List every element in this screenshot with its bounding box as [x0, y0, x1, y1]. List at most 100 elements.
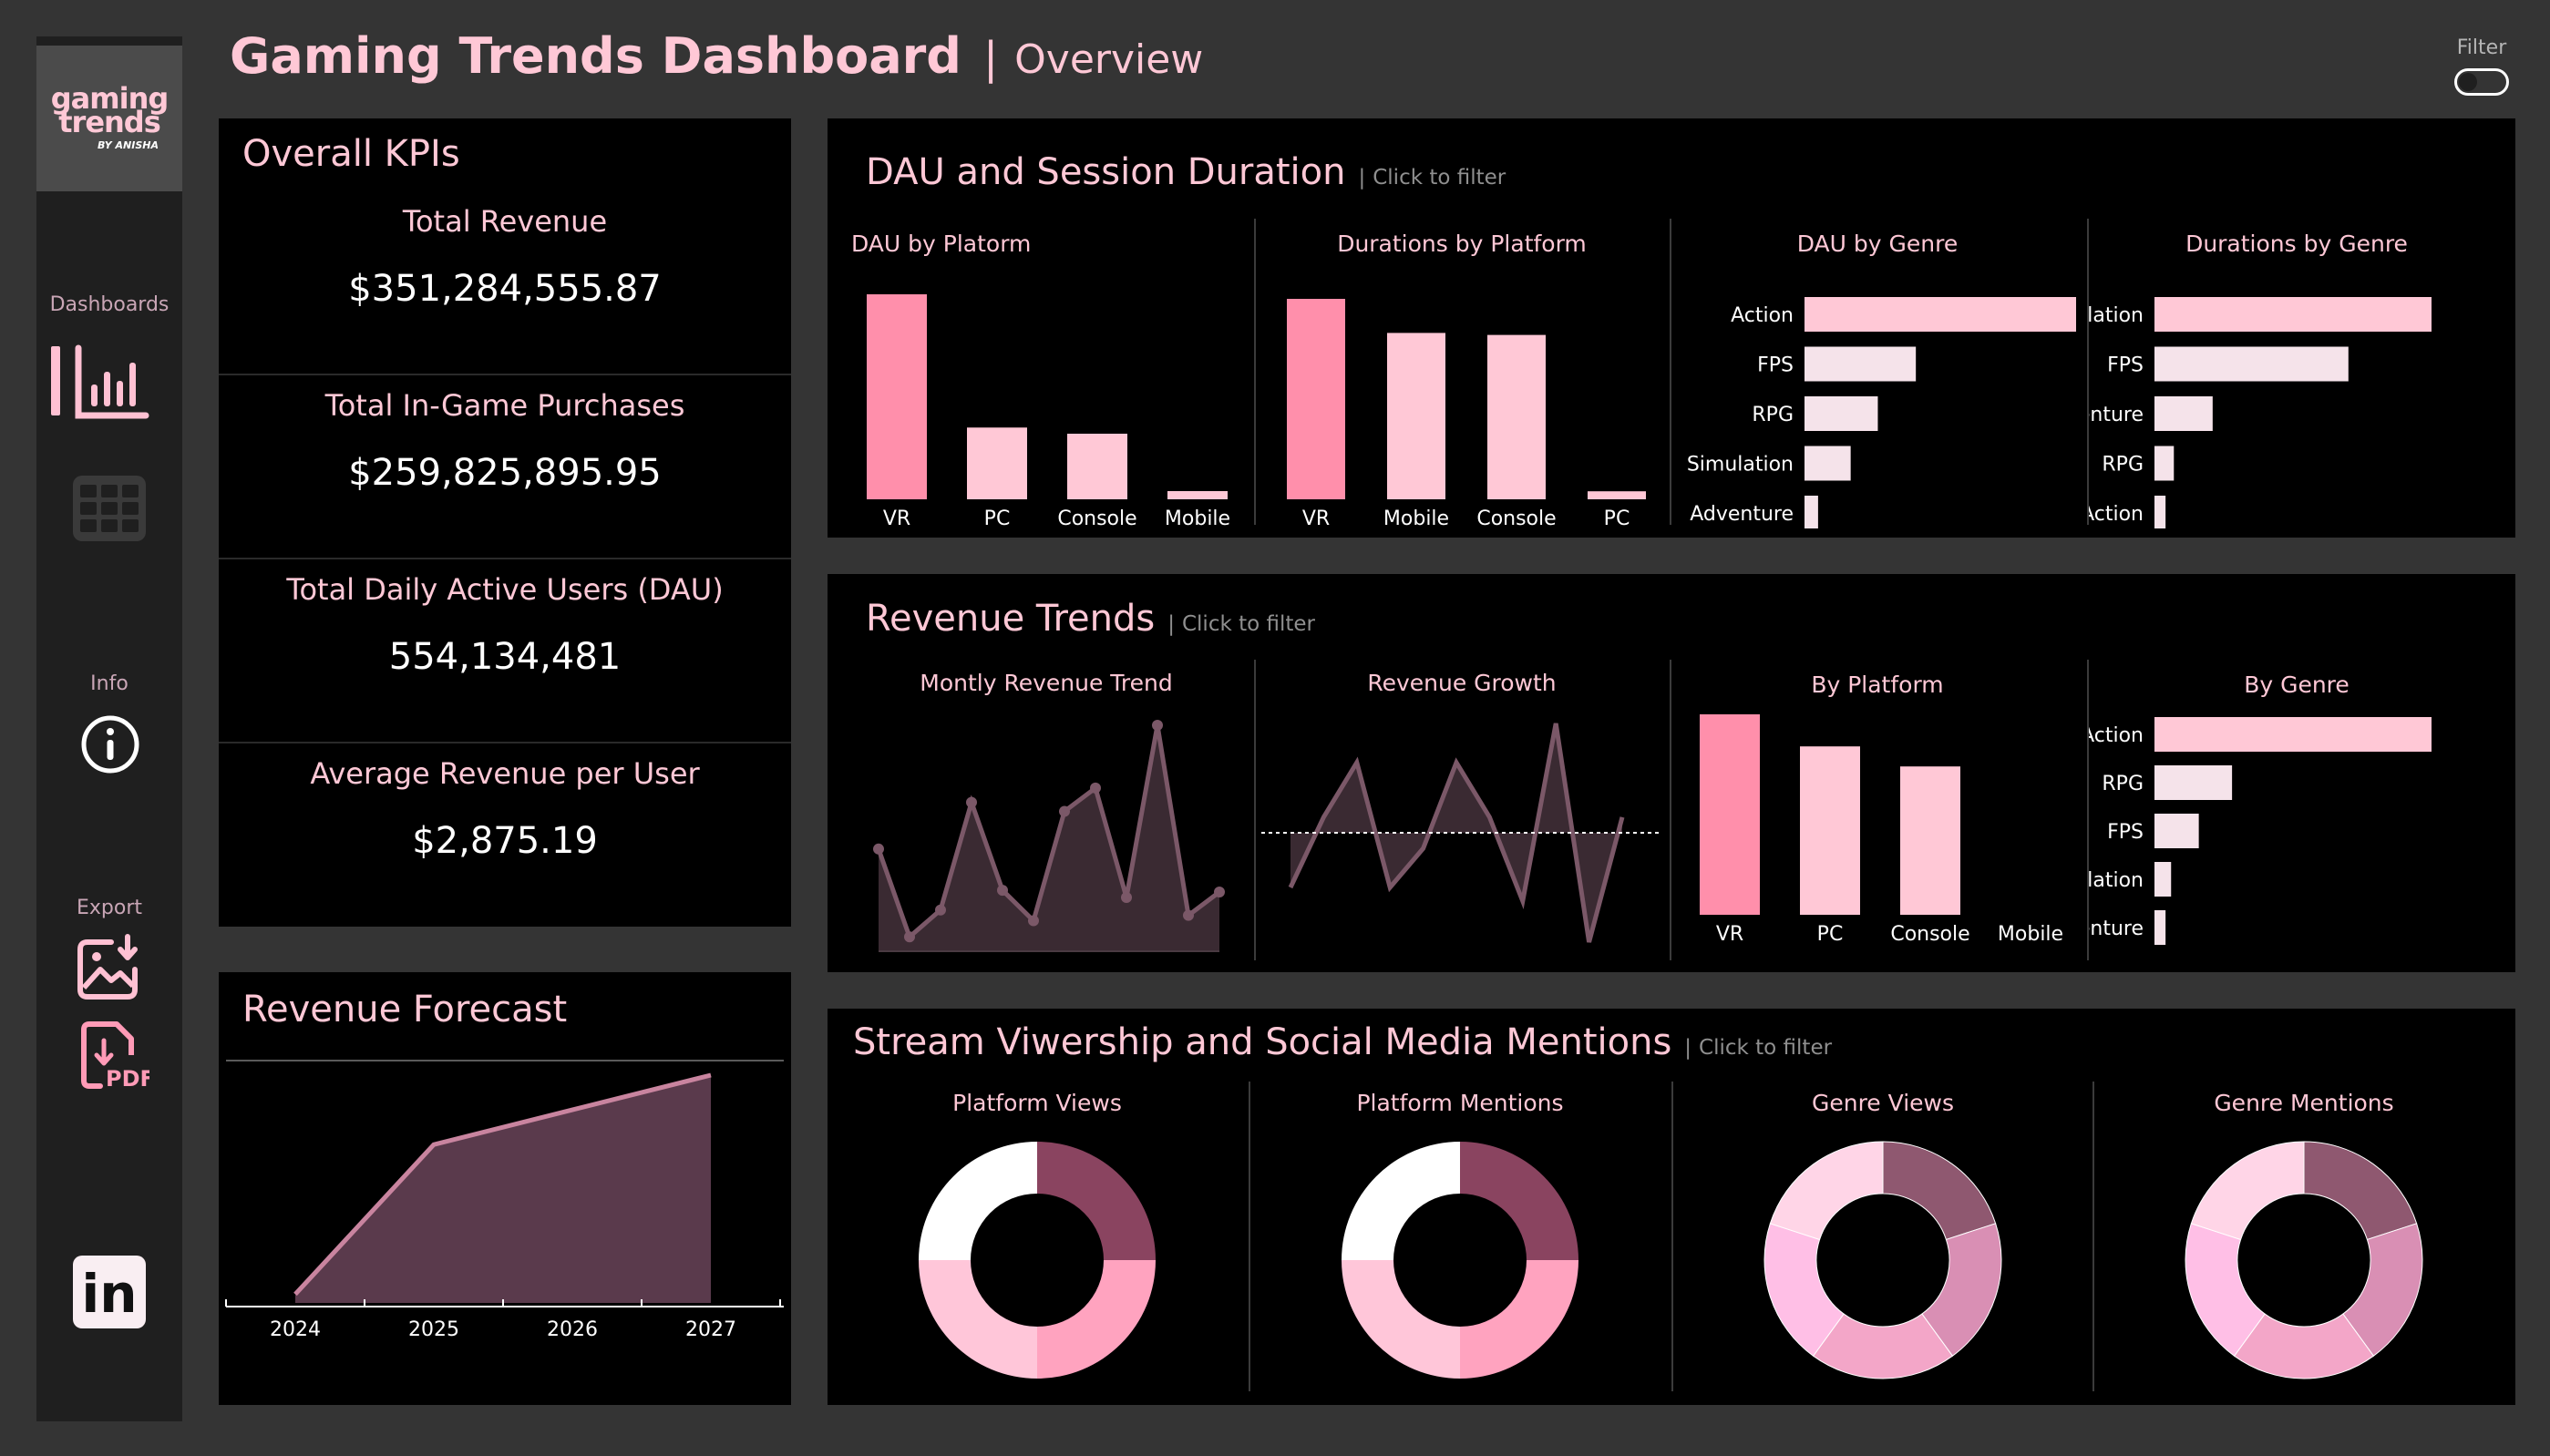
- forecast-title: Revenue Forecast: [242, 989, 568, 1030]
- logo-by: BY ANISHA: [97, 138, 159, 151]
- kpi-value: $259,825,895.95: [348, 452, 662, 494]
- grid-icon[interactable]: [73, 476, 146, 541]
- donut-slice: [2190, 1141, 2305, 1241]
- bar-adventure: [1805, 496, 1818, 528]
- divider: [1254, 660, 1256, 960]
- bar-simulation: [1805, 446, 1851, 481]
- donut-slice: [1460, 1260, 1578, 1379]
- dashboards-label: Dashboards: [49, 293, 170, 316]
- toggle-knob: [2459, 73, 2477, 91]
- tick-label: Console: [1890, 923, 1969, 946]
- donut-slice: [1769, 1141, 1884, 1241]
- kpi-label: Total In-Game Purchases: [324, 388, 685, 423]
- revenue-by-platform-chart[interactable]: By Platform VR PC Console Mobile: [1671, 660, 2085, 969]
- kpi-total-dau[interactable]: Total Daily Active Users (DAU) 554,134,4…: [219, 550, 791, 735]
- tick-label: Console: [1476, 508, 1556, 528]
- filter-control: Filter: [2450, 36, 2514, 96]
- tick-label: Mobile: [1998, 923, 2063, 946]
- kpi-value: $2,875.19: [412, 820, 598, 862]
- bar-pc: [967, 427, 1027, 499]
- bar-mobile: [1167, 491, 1228, 499]
- stream-section: Stream Viwership and Social Media Mentio…: [828, 1009, 2515, 1405]
- data-point: [873, 843, 884, 855]
- chart-title: Genre Views: [1812, 1090, 1954, 1116]
- bar-chart-icon[interactable]: [71, 344, 149, 421]
- dau-by-platform-chart[interactable]: DAU by Platorm VR PC Console Mobile: [828, 219, 1252, 528]
- chart-title: Durations by Genre: [2185, 231, 2408, 257]
- kpi-panel: Overall KPIs Total Revenue $351,284,555.…: [219, 118, 791, 927]
- revenue-section-hint[interactable]: Click to filter: [1181, 612, 1316, 636]
- area-fill: [295, 1075, 711, 1303]
- export-image-icon[interactable]: [75, 933, 144, 1002]
- revenue-by-genre-chart[interactable]: By Genre Action RPG FPS Simulation Adventure: [2089, 660, 2508, 969]
- monthly-revenue-chart[interactable]: Montly Revenue Trend: [828, 660, 1252, 969]
- kpi-divider: [219, 374, 791, 375]
- tick-label: Action: [1731, 304, 1794, 327]
- data-point: [1214, 887, 1225, 898]
- tick-label: Action: [2089, 724, 2144, 747]
- dau-section-hint[interactable]: Click to filter: [1373, 166, 1506, 190]
- bar-vr: [1700, 714, 1760, 915]
- bar-simulation: [2154, 297, 2432, 332]
- tick-label: PC: [1817, 923, 1844, 946]
- dau-section-sep: |: [1358, 166, 1366, 190]
- chart-title: Montly Revenue Trend: [920, 670, 1172, 696]
- platform-views-chart[interactable]: Platform Views: [828, 1082, 1247, 1400]
- genre-mentions-chart[interactable]: Genre Mentions: [2094, 1082, 2512, 1400]
- platform-mentions-chart[interactable]: Platform Mentions: [1250, 1082, 1670, 1400]
- duration-by-platform-chart[interactable]: Durations by Platform VR Mobile Console PC: [1256, 219, 1668, 528]
- donut-slice: [2185, 1223, 2266, 1357]
- dau-by-genre-chart[interactable]: DAU by Genre Action FPS RPG Simulation Advent…: [1671, 219, 2085, 528]
- divider: [2087, 219, 2089, 525]
- revenue-section-header: Revenue Trends | Click to filter: [866, 598, 1315, 640]
- series-line: [293, 1072, 712, 1297]
- header: Gaming Trends Dashboard | Overview: [230, 27, 1203, 85]
- stream-section-sep: |: [1684, 1036, 1692, 1060]
- tick-label: VR: [1716, 923, 1743, 946]
- tick-label: PC: [1604, 508, 1630, 528]
- filter-toggle[interactable]: [2454, 68, 2509, 96]
- divider: [2092, 1082, 2094, 1391]
- donut-slice: [1342, 1142, 1460, 1260]
- donut-slice: [2233, 1313, 2375, 1379]
- tick-label: Action: [2089, 503, 2144, 526]
- bar-simulation: [2154, 862, 2172, 897]
- series-line: [876, 724, 1221, 941]
- revenue-growth-chart[interactable]: Revenue Growth: [1256, 660, 1668, 969]
- divider: [2087, 660, 2089, 960]
- kpi-total-revenue[interactable]: Total Revenue $351,284,555.87: [219, 182, 791, 367]
- tick-label: 2026: [547, 1318, 598, 1341]
- pdf-label: PDF: [106, 1066, 149, 1092]
- bar-action: [1805, 297, 2076, 332]
- duration-by-genre-chart[interactable]: Durations by Genre Simulation FPS Adventure…: [2089, 219, 2508, 528]
- export-pdf-icon[interactable]: PDF: [77, 1019, 149, 1092]
- genre-views-chart[interactable]: Genre Views: [1673, 1082, 2091, 1400]
- tick-label: Mobile: [1383, 508, 1449, 528]
- tick-label: 2025: [408, 1318, 459, 1341]
- bar-adventure: [2154, 910, 2166, 945]
- linkedin-icon[interactable]: in: [73, 1256, 146, 1328]
- donut-slice: [1921, 1223, 2002, 1357]
- donut-slice: [1882, 1141, 1997, 1241]
- kpi-label: Total Daily Active Users (DAU): [286, 572, 724, 607]
- bar-vr: [1287, 299, 1345, 499]
- stream-section-hint[interactable]: Click to filter: [1699, 1036, 1833, 1060]
- divider: [1670, 219, 1671, 525]
- chart-title: By Genre: [2244, 672, 2349, 698]
- stream-section-header: Stream Viwership and Social Media Mentio…: [853, 1021, 1832, 1063]
- data-point: [935, 904, 946, 916]
- chart-title: Platform Views: [952, 1090, 1122, 1116]
- dau-section: DAU and Session Duration | Click to filt…: [828, 118, 2515, 538]
- info-icon[interactable]: [80, 714, 140, 774]
- forecast-divider: [226, 1060, 784, 1061]
- tick-label: Mobile: [1165, 508, 1230, 528]
- kpi-total-purchases[interactable]: Total In-Game Purchases $259,825,895.95: [219, 366, 791, 551]
- forecast-chart[interactable]: 2024 2025 2026 2027: [219, 1063, 791, 1405]
- kpi-arpu[interactable]: Average Revenue per User $2,875.19: [219, 734, 791, 919]
- revenue-section-title: Revenue Trends: [866, 598, 1156, 640]
- forecast-panel: Revenue Forecast 2024 2025 2026 2027: [219, 972, 791, 1405]
- bar-console: [1900, 766, 1960, 915]
- bar-vr: [867, 294, 927, 499]
- donut-slice: [1460, 1142, 1578, 1260]
- bar-fps: [1805, 346, 1917, 382]
